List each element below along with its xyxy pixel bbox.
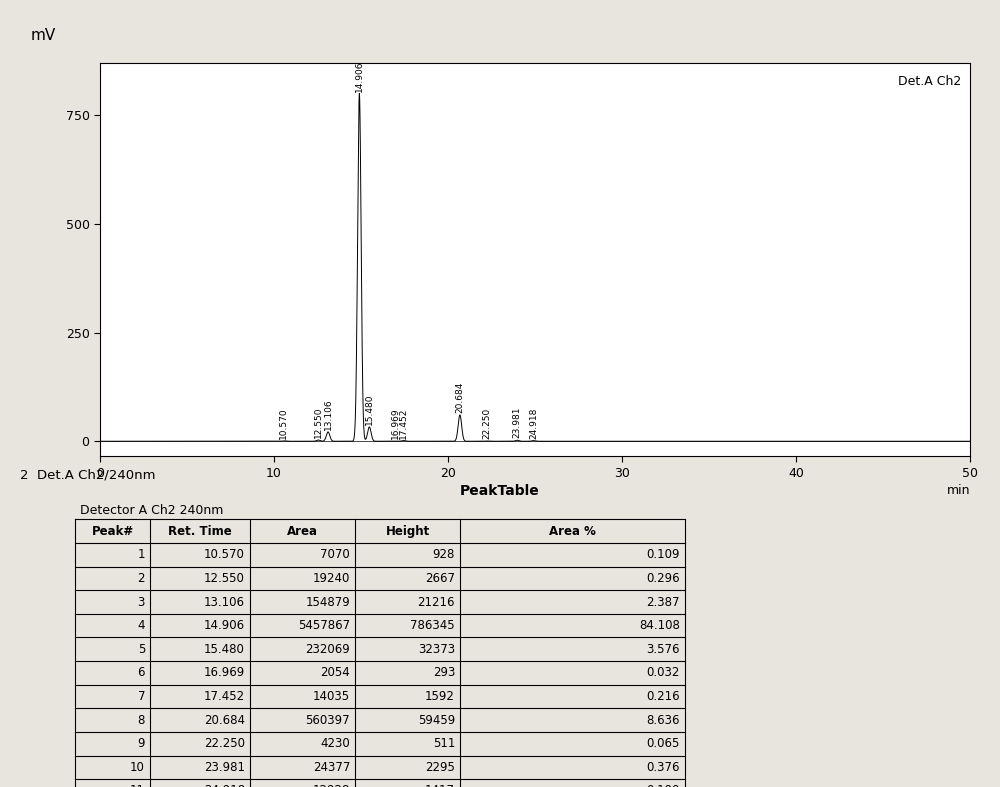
Text: 0.109: 0.109	[646, 549, 680, 561]
Text: 10.570: 10.570	[204, 549, 245, 561]
Text: mV: mV	[30, 28, 56, 43]
Text: 32373: 32373	[418, 643, 455, 656]
Text: 3: 3	[138, 596, 145, 608]
Text: 2054: 2054	[320, 667, 350, 679]
Text: Peak#: Peak#	[91, 525, 134, 538]
Text: 0.296: 0.296	[646, 572, 680, 585]
Text: Area: Area	[287, 525, 318, 538]
Text: Height: Height	[385, 525, 430, 538]
Text: 11: 11	[130, 785, 145, 787]
Text: 12928: 12928	[313, 785, 350, 787]
Text: 2  Det.A Ch2/240nm: 2 Det.A Ch2/240nm	[20, 468, 156, 482]
Text: 0.216: 0.216	[646, 690, 680, 703]
Text: 1: 1	[138, 549, 145, 561]
Text: 928: 928	[433, 549, 455, 561]
Text: 14.906: 14.906	[204, 619, 245, 632]
Text: 17.452: 17.452	[204, 690, 245, 703]
Text: 15.480: 15.480	[204, 643, 245, 656]
Text: 22.250: 22.250	[483, 408, 492, 439]
Text: 7070: 7070	[320, 549, 350, 561]
Text: 9: 9	[138, 737, 145, 750]
Text: 0.032: 0.032	[647, 667, 680, 679]
Text: 12.550: 12.550	[204, 572, 245, 585]
Text: 15.480: 15.480	[365, 394, 374, 425]
Text: 24377: 24377	[313, 761, 350, 774]
Text: 0.065: 0.065	[647, 737, 680, 750]
Text: 59459: 59459	[418, 714, 455, 726]
Text: 24.918: 24.918	[529, 408, 538, 439]
Text: 14035: 14035	[313, 690, 350, 703]
Text: 154879: 154879	[305, 596, 350, 608]
Text: 3.576: 3.576	[646, 643, 680, 656]
Text: 511: 511	[433, 737, 455, 750]
Text: 2: 2	[138, 572, 145, 585]
Text: 13.106: 13.106	[324, 398, 333, 430]
Text: 24.918: 24.918	[204, 785, 245, 787]
Text: Ret. Time: Ret. Time	[168, 525, 232, 538]
Text: 1592: 1592	[425, 690, 455, 703]
Text: min: min	[946, 484, 970, 497]
Text: 10: 10	[130, 761, 145, 774]
Text: 293: 293	[433, 667, 455, 679]
Text: 8: 8	[138, 714, 145, 726]
Text: Area %: Area %	[549, 525, 596, 538]
Text: 23.981: 23.981	[204, 761, 245, 774]
Text: 4230: 4230	[320, 737, 350, 750]
Text: 232069: 232069	[305, 643, 350, 656]
Text: 5457867: 5457867	[298, 619, 350, 632]
Text: 13.106: 13.106	[204, 596, 245, 608]
Text: 1417: 1417	[425, 785, 455, 787]
Text: 22.250: 22.250	[204, 737, 245, 750]
Text: 17.452: 17.452	[399, 408, 408, 439]
Text: 2667: 2667	[425, 572, 455, 585]
Text: 16.969: 16.969	[204, 667, 245, 679]
Text: 6: 6	[138, 667, 145, 679]
Text: 23.981: 23.981	[513, 407, 522, 438]
Text: 786345: 786345	[410, 619, 455, 632]
Text: 16.969: 16.969	[391, 408, 400, 439]
Text: 0.376: 0.376	[646, 761, 680, 774]
Text: 2.387: 2.387	[646, 596, 680, 608]
Text: 19240: 19240	[313, 572, 350, 585]
Text: 14.906: 14.906	[355, 60, 364, 91]
Text: 4: 4	[138, 619, 145, 632]
Text: PeakTable: PeakTable	[460, 484, 540, 498]
Text: 8.636: 8.636	[646, 714, 680, 726]
Text: 84.108: 84.108	[639, 619, 680, 632]
Text: 20.684: 20.684	[455, 382, 464, 413]
Text: 20.684: 20.684	[204, 714, 245, 726]
Text: 0.199: 0.199	[646, 785, 680, 787]
Text: Det.A Ch2: Det.A Ch2	[898, 75, 961, 88]
Text: 2295: 2295	[425, 761, 455, 774]
Text: 7: 7	[138, 690, 145, 703]
Text: 12.550: 12.550	[314, 407, 323, 438]
Text: 560397: 560397	[305, 714, 350, 726]
Text: 10.570: 10.570	[279, 408, 288, 439]
Text: 21216: 21216	[418, 596, 455, 608]
Text: Detector A Ch2 240nm: Detector A Ch2 240nm	[80, 504, 223, 517]
Text: 5: 5	[138, 643, 145, 656]
